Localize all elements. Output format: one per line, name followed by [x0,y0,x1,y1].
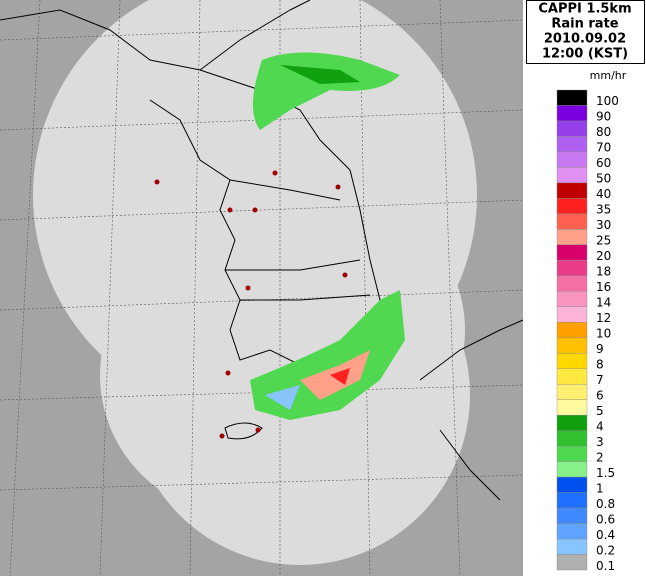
legend-label: 80 [596,125,611,139]
legend-swatch [556,554,588,571]
legend-label: 0.8 [596,497,615,511]
legend-swatch [556,322,588,338]
legend-label: 90 [596,110,611,124]
legend-label: 14 [596,296,611,310]
legend-swatch [556,198,588,215]
legend-swatch [556,89,588,106]
legend-swatch [556,445,588,462]
legend-label: 2 [596,450,604,464]
legend-swatch [556,213,588,230]
legend-label: 16 [596,280,611,294]
legend-label: 5 [596,404,604,418]
legend-swatch [556,337,588,354]
legend-swatch [556,368,588,385]
legend-label: 8 [596,357,604,371]
legend-swatch [556,414,588,431]
legend-swatch [556,523,588,540]
legend-swatch [556,167,588,184]
legend-label: 25 [596,234,611,248]
legend-label: 3 [596,435,604,449]
legend-label: 6 [596,388,604,402]
legend-label: 1 [596,481,604,495]
legend-swatch [556,476,588,493]
rain-echo [250,52,405,420]
legend-label: 18 [596,265,611,279]
legend-unit: mm/hr [590,69,627,82]
legend-swatch [556,244,588,261]
legend-swatch [556,105,588,122]
legend-swatch [556,260,588,277]
legend-label: 0.2 [596,543,615,557]
legend-swatch [556,399,588,416]
legend-swatch [556,492,588,509]
legend-swatch [556,306,588,323]
legend-swatch [556,430,588,447]
legend-label: 35 [596,203,611,217]
legend-swatch [556,120,588,137]
legend-label: 30 [596,218,611,232]
legend-swatch [556,275,588,292]
legend-label: 0.1 [596,559,615,573]
map [0,0,524,577]
legend-label: 9 [596,342,604,356]
legend-swatch [556,353,588,369]
legend-swatch [556,383,588,400]
legend-label: 60 [596,156,611,170]
legend-swatch [556,507,588,524]
legend-swatch [556,182,588,199]
legend-label: 0.4 [596,528,615,542]
title-line: 2010.09.02 [544,32,626,47]
legend-swatch [556,229,588,246]
legend-label: 40 [596,187,611,201]
legend-label: 0.6 [596,512,615,526]
title-box [526,0,645,64]
legend-swatch [556,136,588,153]
legend-label: 7 [596,373,604,387]
legend-label: 1.5 [596,466,615,480]
title-line: CAPPI 1.5km [538,2,631,17]
legend-label: 12 [596,311,611,325]
legend-label: 10 [596,327,611,341]
legend-label: 50 [596,172,611,186]
legend-label: 4 [596,419,604,433]
title-line: Rain rate [551,17,618,32]
legend-swatch [556,291,588,307]
legend-swatch [556,461,588,478]
title-line: 12:00 (KST) [542,47,628,62]
legend-swatch [556,151,588,168]
legend-label: 100 [596,94,619,108]
legend-label: 20 [596,249,611,263]
legend-swatch [556,538,588,555]
legend-label: 70 [596,141,611,155]
